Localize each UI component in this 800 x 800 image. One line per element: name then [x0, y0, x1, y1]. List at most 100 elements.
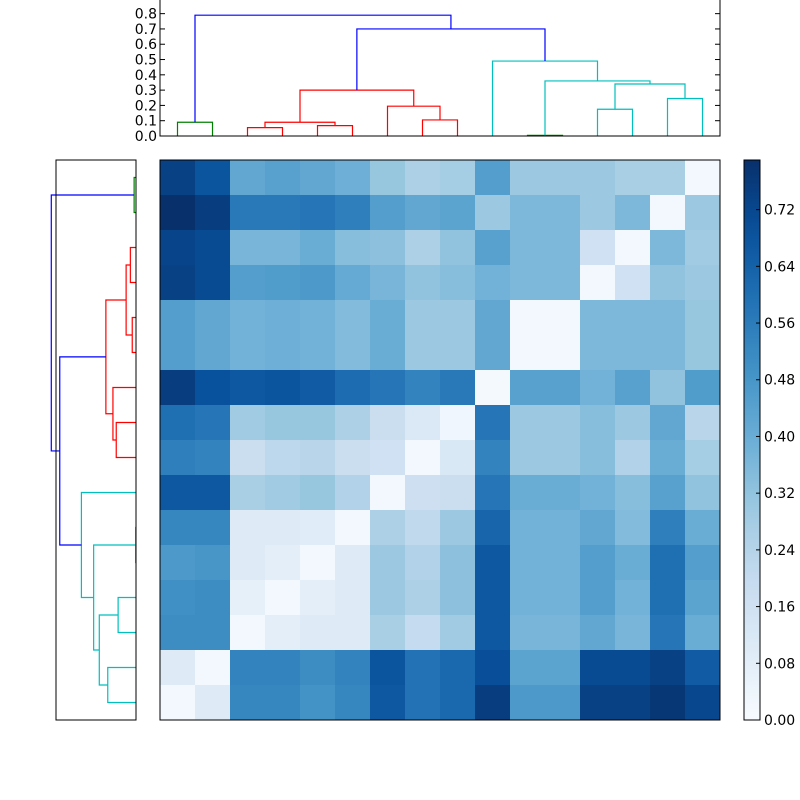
left-dendrogram-link: [80, 491, 136, 599]
heatmap-cell: [615, 510, 651, 546]
heatmap-cell: [580, 370, 616, 406]
heatmap-cell: [300, 230, 336, 266]
heatmap-cell: [510, 440, 546, 476]
heatmap-cell: [685, 580, 721, 616]
heatmap-cell: [580, 685, 616, 721]
heatmap-cell: [265, 685, 301, 721]
heatmap-cell: [615, 160, 651, 196]
heatmap-cell: [615, 615, 651, 651]
heatmap-cell: [405, 230, 441, 266]
left-dendrogram: [50, 159, 137, 721]
heatmap-cell: [370, 685, 406, 721]
heatmap-cell: [475, 510, 511, 546]
heatmap-cell: [650, 265, 686, 301]
heatmap-cell: [405, 615, 441, 651]
heatmap-cell: [475, 685, 511, 721]
colorbar-tick-label: 0.16: [764, 600, 795, 616]
heatmap-cell: [230, 405, 266, 441]
heatmap-cell: [230, 580, 266, 616]
heatmap-cell: [685, 230, 721, 266]
heatmap-cell: [475, 440, 511, 476]
heatmap-cell: [160, 300, 196, 336]
heatmap-cell: [440, 230, 476, 266]
heatmap-cell: [650, 650, 686, 686]
heatmap-cell: [370, 300, 406, 336]
heatmap-cell: [475, 545, 511, 581]
left-dendrogram-link: [131, 316, 136, 354]
heatmap-cell: [405, 405, 441, 441]
heatmap-cell: [195, 510, 231, 546]
heatmap-cell: [160, 650, 196, 686]
heatmap-cell: [650, 300, 686, 336]
heatmap-cell: [545, 475, 581, 511]
heatmap-cell: [545, 650, 581, 686]
heatmap-cell: [335, 440, 371, 476]
heatmap-cell: [300, 160, 336, 196]
heatmap-cell: [300, 650, 336, 686]
heatmap-cell: [300, 195, 336, 231]
heatmap-cell: [685, 265, 721, 301]
left-dendrogram-link: [115, 421, 136, 459]
heatmap-cell: [335, 335, 371, 371]
left-dendrogram-link: [105, 299, 127, 415]
heatmap-cell: [265, 475, 301, 511]
colorbar-tick-label: 0.48: [764, 373, 795, 389]
heatmap-cell: [335, 685, 371, 721]
heatmap-cell: [230, 440, 266, 476]
heatmap-cell: [650, 405, 686, 441]
heatmap-cell: [230, 335, 266, 371]
heatmap-cell: [615, 475, 651, 511]
heatmap-cell: [405, 475, 441, 511]
heatmap-cell: [615, 300, 651, 336]
heatmap-cell: [685, 370, 721, 406]
heatmap-cell: [440, 370, 476, 406]
heatmap-cell: [265, 160, 301, 196]
heatmap-cell: [160, 405, 196, 441]
top-dendrogram-tick-label: 0.1: [135, 114, 157, 130]
heatmap-frame: [159, 159, 721, 721]
heatmap-cell: [230, 300, 266, 336]
heatmap-cell: [160, 475, 196, 511]
heatmap-cell: [230, 545, 266, 581]
heatmap-cell: [510, 545, 546, 581]
heatmap-cell: [230, 230, 266, 266]
heatmap-cell: [160, 195, 196, 231]
top-dendrogram-link: [356, 28, 546, 91]
heatmap-cell: [545, 510, 581, 546]
top-dendrogram-tick-label: 0.6: [135, 37, 157, 53]
heatmap-cell: [265, 510, 301, 546]
top-dendrogram-link: [421, 119, 459, 136]
heatmap-cell: [335, 160, 371, 196]
heatmap-cell: [510, 405, 546, 441]
heatmap-cell: [510, 160, 546, 196]
heatmap-cell: [335, 195, 371, 231]
heatmap-cell: [580, 335, 616, 371]
heatmap-cell: [195, 475, 231, 511]
heatmap-cell: [230, 685, 266, 721]
heatmap-cell: [440, 405, 476, 441]
top-dendrogram-tick-label: 0.7: [135, 22, 157, 38]
left-dendrogram-link: [59, 356, 106, 546]
heatmap-cell: [475, 405, 511, 441]
heatmap-cell: [405, 580, 441, 616]
heatmap-cell: [195, 300, 231, 336]
heatmap-cell: [545, 615, 581, 651]
heatmap-cell: [195, 335, 231, 371]
heatmap-cell: [195, 195, 231, 231]
heatmap-cell: [335, 545, 371, 581]
heatmap-cell: [160, 370, 196, 406]
heatmap-cell: [685, 335, 721, 371]
heatmap-cell: [160, 685, 196, 721]
colorbar-gradient: [743, 159, 761, 721]
heatmap-cell: [580, 580, 616, 616]
heatmap-cell: [475, 265, 511, 301]
heatmap-cell: [580, 300, 616, 336]
heatmap-cell: [615, 545, 651, 581]
top-dendrogram-link: [264, 121, 336, 128]
heatmap-cell: [265, 300, 301, 336]
heatmap-cell: [580, 440, 616, 476]
heatmap-cell: [300, 685, 336, 721]
heatmap-cell: [545, 405, 581, 441]
heatmap-cell: [615, 265, 651, 301]
